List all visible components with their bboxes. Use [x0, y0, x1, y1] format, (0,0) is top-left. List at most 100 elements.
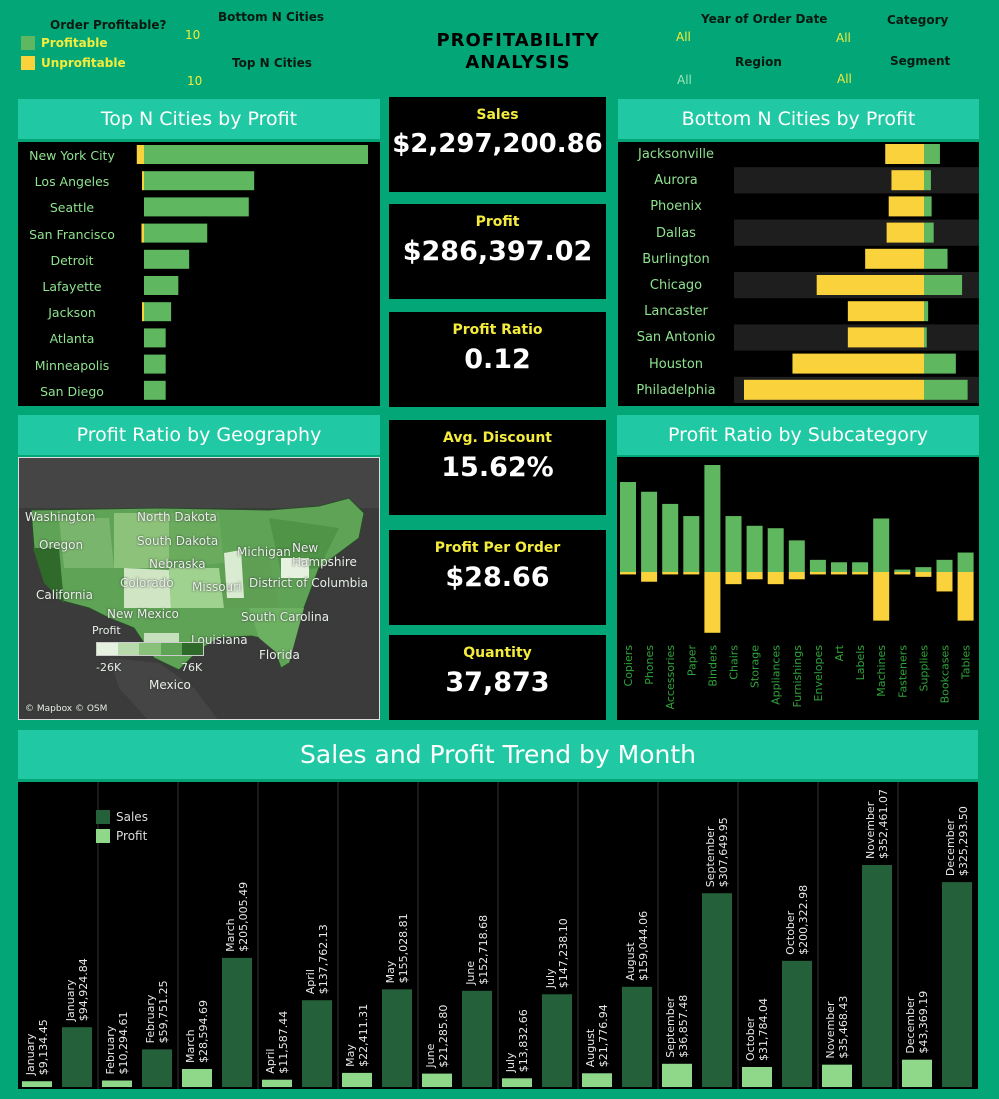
subcat-bar-supplies[interactable]: [915, 567, 932, 572]
subcat-bar-labels[interactable]: [852, 562, 869, 572]
subcat-bar-art[interactable]: [831, 562, 847, 572]
subcat-neg-bar-labels[interactable]: [852, 572, 869, 575]
bottom-city-neg-bar-dallas[interactable]: [886, 222, 924, 243]
subcat-neg-bar-tables[interactable]: [957, 572, 974, 621]
top-city-neg-bar-jackson[interactable]: [142, 302, 144, 322]
bottom-city-bar-houston[interactable]: [924, 353, 956, 374]
bottom-city-bar-phoenix[interactable]: [924, 196, 932, 217]
bottom-city-bar-aurora[interactable]: [924, 170, 931, 191]
trend-profit-bar-october[interactable]: [742, 1066, 772, 1087]
trend-profit-bar-march[interactable]: [182, 1068, 212, 1087]
bottom-city-neg-bar-houston[interactable]: [792, 353, 924, 374]
bottom-city-bar-burlington[interactable]: [924, 248, 948, 269]
bottom-city-neg-bar-burlington[interactable]: [865, 248, 924, 269]
subcat-bar-machines[interactable]: [873, 518, 890, 573]
bottom-city-bar-philadelphia[interactable]: [924, 379, 968, 400]
subcat-bar-envelopes[interactable]: [809, 559, 826, 572]
subcat-neg-bar-machines[interactable]: [873, 572, 890, 621]
trend-sales-bar-september[interactable]: [702, 893, 732, 1087]
trend-sales-bar-february[interactable]: [142, 1049, 172, 1087]
top-city-neg-bar-san-francisco[interactable]: [141, 223, 144, 243]
bottom-city-bar-chicago[interactable]: [924, 275, 963, 295]
bottom-city-neg-bar-chicago[interactable]: [816, 275, 924, 295]
top-city-bar-new-york-city[interactable]: [144, 145, 368, 164]
subcat-bar-bookcases[interactable]: [936, 559, 953, 572]
subcat-bar-binders[interactable]: [704, 465, 721, 572]
subcat-bar-storage[interactable]: [746, 525, 763, 572]
segment-filter-value[interactable]: All: [837, 72, 852, 86]
trend-profit-bar-july[interactable]: [502, 1078, 532, 1087]
legend-profitable[interactable]: Profitable: [21, 36, 108, 50]
trend-profit-bar-november[interactable]: [822, 1064, 852, 1087]
trend-profit-bar-june[interactable]: [422, 1073, 452, 1087]
subcat-neg-bar-accessories[interactable]: [662, 572, 679, 575]
subcat-neg-bar-envelopes[interactable]: [809, 572, 826, 575]
subcat-bar-chairs[interactable]: [725, 516, 742, 572]
trend-profit-bar-february[interactable]: [102, 1080, 132, 1087]
subcat-neg-bar-art[interactable]: [831, 572, 847, 575]
subcat-bar-copiers[interactable]: [620, 482, 636, 572]
subcat-bar-appliances[interactable]: [767, 528, 784, 572]
trend-sales-bar-november[interactable]: [862, 865, 892, 1087]
bottom-city-neg-bar-phoenix[interactable]: [888, 196, 924, 217]
subcat-neg-bar-storage[interactable]: [746, 572, 763, 580]
top-city-bar-seattle[interactable]: [144, 197, 249, 217]
trend-sales-bar-october[interactable]: [782, 960, 812, 1087]
trend-sales-bar-july[interactable]: [542, 994, 572, 1087]
trend-sales-bar-june[interactable]: [462, 990, 492, 1087]
subcat-neg-bar-chairs[interactable]: [725, 572, 742, 585]
bottom-city-bar-dallas[interactable]: [924, 222, 934, 243]
top-n-filter-value[interactable]: 10: [187, 74, 203, 88]
trend-profit-bar-january[interactable]: [22, 1081, 52, 1087]
trend-sales-bar-january[interactable]: [62, 1027, 92, 1087]
bottom-n-filter-value[interactable]: 10: [185, 28, 201, 42]
top-city-bar-san-francisco[interactable]: [144, 223, 208, 243]
year-filter-value[interactable]: All: [676, 30, 691, 44]
region-filter-value[interactable]: All: [677, 73, 692, 87]
subcat-bar-phones[interactable]: [641, 491, 658, 572]
trend-profit-bar-may[interactable]: [342, 1072, 372, 1087]
subcat-neg-bar-furnishings[interactable]: [788, 572, 805, 580]
bottom-city-neg-bar-jacksonville[interactable]: [885, 144, 924, 164]
bottom-city-neg-bar-philadelphia[interactable]: [744, 379, 924, 400]
trend-profit-bar-april[interactable]: [262, 1079, 292, 1087]
top-city-bar-detroit[interactable]: [144, 249, 190, 269]
trend-profit-bar-december[interactable]: [902, 1059, 932, 1087]
trend-profit-bar-august[interactable]: [582, 1073, 612, 1087]
subcat-neg-bar-appliances[interactable]: [767, 572, 784, 585]
category-filter-value[interactable]: All: [836, 31, 851, 45]
subcat-bar-fasteners[interactable]: [894, 569, 911, 572]
subcat-neg-bar-fasteners[interactable]: [894, 572, 911, 575]
trend-sales-bar-march[interactable]: [222, 957, 252, 1087]
top-city-bar-lafayette[interactable]: [144, 276, 179, 295]
subcat-bar-accessories[interactable]: [662, 503, 679, 572]
subcat-neg-bar-paper[interactable]: [683, 572, 700, 575]
top-city-neg-bar-los-angeles[interactable]: [142, 171, 144, 191]
subcat-neg-bar-binders[interactable]: [704, 572, 721, 633]
trend-sales-bar-december[interactable]: [942, 882, 972, 1087]
top-city-neg-bar-new-york-city[interactable]: [136, 145, 144, 164]
bottom-city-neg-bar-san-antonio[interactable]: [847, 327, 924, 348]
legend-unprofitable[interactable]: Unprofitable: [21, 56, 126, 70]
trend-profit-bar-september[interactable]: [662, 1063, 692, 1087]
subcat-bar-tables[interactable]: [957, 552, 974, 572]
subcat-neg-bar-bookcases[interactable]: [936, 572, 953, 592]
top-city-bar-jackson[interactable]: [144, 302, 172, 322]
subcat-neg-bar-supplies[interactable]: [915, 572, 932, 577]
subcat-bar-furnishings[interactable]: [788, 540, 805, 572]
bottom-city-neg-bar-aurora[interactable]: [891, 170, 924, 191]
top-city-bar-san-diego[interactable]: [144, 380, 166, 400]
trend-sales-bar-august[interactable]: [622, 986, 652, 1087]
top-city-bar-minneapolis[interactable]: [144, 354, 166, 374]
top-city-bar-los-angeles[interactable]: [144, 171, 255, 191]
trend-sales-bar-may[interactable]: [382, 989, 412, 1087]
bottom-city-bar-jacksonville[interactable]: [924, 144, 940, 164]
trend-legend-profit[interactable]: Profit: [96, 829, 147, 843]
bottom-city-bar-san-antonio[interactable]: [924, 327, 927, 348]
bottom-city-bar-lancaster[interactable]: [924, 301, 929, 322]
bottom-city-neg-bar-lancaster[interactable]: [847, 301, 924, 322]
trend-legend-sales[interactable]: Sales: [96, 810, 148, 824]
subcat-neg-bar-copiers[interactable]: [620, 572, 636, 575]
trend-sales-bar-april[interactable]: [302, 1000, 332, 1087]
geo-map[interactable]: Washington North Dakota Oregon South Dakota…: [18, 457, 380, 720]
